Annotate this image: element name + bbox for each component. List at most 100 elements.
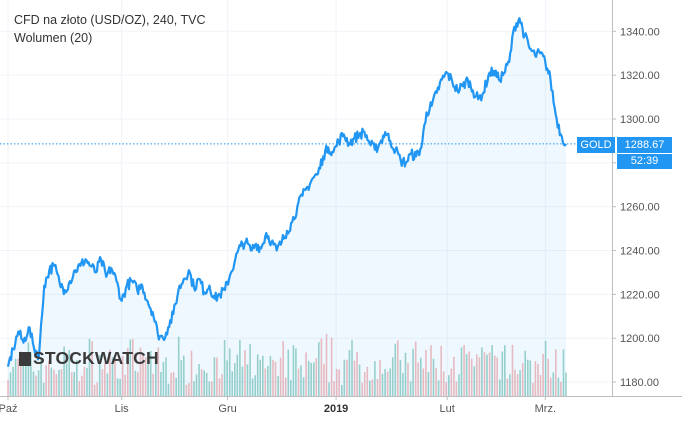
volume-bar xyxy=(167,383,170,396)
volume-bar xyxy=(399,360,402,396)
volume-bar xyxy=(144,357,147,396)
volume-bar xyxy=(58,370,60,396)
volume-bar xyxy=(297,368,300,396)
volume-bar xyxy=(239,339,241,396)
volume-bar xyxy=(448,375,450,396)
y-tick-label: 1320.00 xyxy=(620,70,660,82)
volume-bar xyxy=(7,380,9,396)
volume-bar xyxy=(234,363,236,396)
volume-bar xyxy=(282,341,284,396)
volume-bar xyxy=(460,347,463,396)
volume-bar xyxy=(476,354,478,396)
volume-bar xyxy=(277,375,279,396)
volume-bar xyxy=(30,352,32,396)
volume-bar xyxy=(63,346,65,396)
volume-bar xyxy=(537,363,539,396)
volume-bar xyxy=(323,363,325,396)
volume-bar xyxy=(516,374,519,396)
volume-bar xyxy=(521,363,524,396)
volume-bar xyxy=(185,384,188,396)
volume-bar xyxy=(256,354,259,396)
volume-bar xyxy=(509,374,511,396)
volume-bar xyxy=(53,369,55,396)
volume-bar xyxy=(417,362,419,396)
y-tick-label: 1240.00 xyxy=(620,246,660,258)
volume-bar xyxy=(111,357,114,396)
volume-bar xyxy=(376,379,379,396)
volume-bar xyxy=(325,333,328,396)
volume-bar xyxy=(292,345,295,396)
price-line xyxy=(6,17,567,367)
x-tick-label: 2019 xyxy=(324,403,348,415)
time-axis[interactable]: Paź Lis Gru 2019 Lut Mrz. xyxy=(0,396,556,415)
last-price-tag: 1288.67 xyxy=(617,137,672,153)
volume-bar xyxy=(346,359,348,396)
volume-bar xyxy=(430,345,432,396)
volume-bar xyxy=(183,355,185,396)
volume-bar xyxy=(269,355,272,396)
volume-bar xyxy=(379,360,381,396)
price-axis[interactable]: 1180.001200.001220.001240.001260.001280.… xyxy=(612,26,660,389)
volume-bar xyxy=(389,368,391,396)
volume-bar xyxy=(78,381,81,396)
volume-bar xyxy=(251,378,254,396)
grid-lines xyxy=(0,0,612,396)
volume-bar xyxy=(25,361,27,396)
volume-bar xyxy=(549,377,552,396)
volume-bar xyxy=(432,358,435,396)
volume-bar xyxy=(313,362,315,396)
volume-bar xyxy=(412,348,414,396)
volume-bar xyxy=(279,357,282,396)
x-tick-label: Lut xyxy=(440,403,455,415)
volume-bar xyxy=(470,358,473,396)
volume-bar xyxy=(491,345,493,396)
volume-bar xyxy=(152,373,154,396)
volume-bar xyxy=(328,382,330,396)
volume-bar xyxy=(127,347,129,396)
volume-bar xyxy=(542,353,544,396)
y-tick-label: 1200.00 xyxy=(620,333,660,345)
volume-bar xyxy=(188,383,190,396)
volume-bars xyxy=(7,333,567,396)
volume-bar xyxy=(501,351,504,396)
volume-bar xyxy=(427,372,430,396)
volume-bar xyxy=(155,363,157,396)
volume-bar xyxy=(211,381,213,396)
y-tick-label: 1180.00 xyxy=(620,377,659,389)
volume-bar xyxy=(70,372,73,396)
volume-bar xyxy=(552,372,555,396)
volume-bar xyxy=(147,364,149,396)
volume-bar xyxy=(287,349,290,396)
volume-bar xyxy=(358,364,361,396)
volume-bar xyxy=(562,349,565,396)
volume-bar xyxy=(402,373,404,396)
volume-bar xyxy=(506,378,509,396)
volume-bar xyxy=(366,366,369,396)
volume-bar xyxy=(48,360,50,396)
volume-bar xyxy=(200,369,203,396)
volume-bar xyxy=(560,381,562,396)
volume-bar xyxy=(119,378,121,396)
volume-bar xyxy=(205,372,208,396)
stockwatch-logo: STOCKWATCH xyxy=(19,348,159,369)
volume-bar xyxy=(374,361,376,396)
volume-bar xyxy=(353,360,356,396)
volume-bar xyxy=(262,355,264,396)
volume-bar xyxy=(290,380,292,396)
volume-bar xyxy=(139,347,142,396)
volume-bar xyxy=(371,379,374,396)
volume-bar xyxy=(88,338,91,396)
volume-bar xyxy=(50,367,53,396)
volume-bar xyxy=(468,351,470,396)
volume-bar xyxy=(246,364,249,396)
volume-bar xyxy=(435,368,437,396)
volume-bar xyxy=(529,360,532,396)
volume-bar xyxy=(437,380,440,396)
volume-bar xyxy=(160,371,162,396)
y-tick-label: 1340.00 xyxy=(620,26,660,38)
volume-bar xyxy=(348,349,351,396)
volume-bar xyxy=(338,369,340,396)
volume-bar xyxy=(93,384,96,396)
y-tick-label: 1300.00 xyxy=(620,114,660,126)
